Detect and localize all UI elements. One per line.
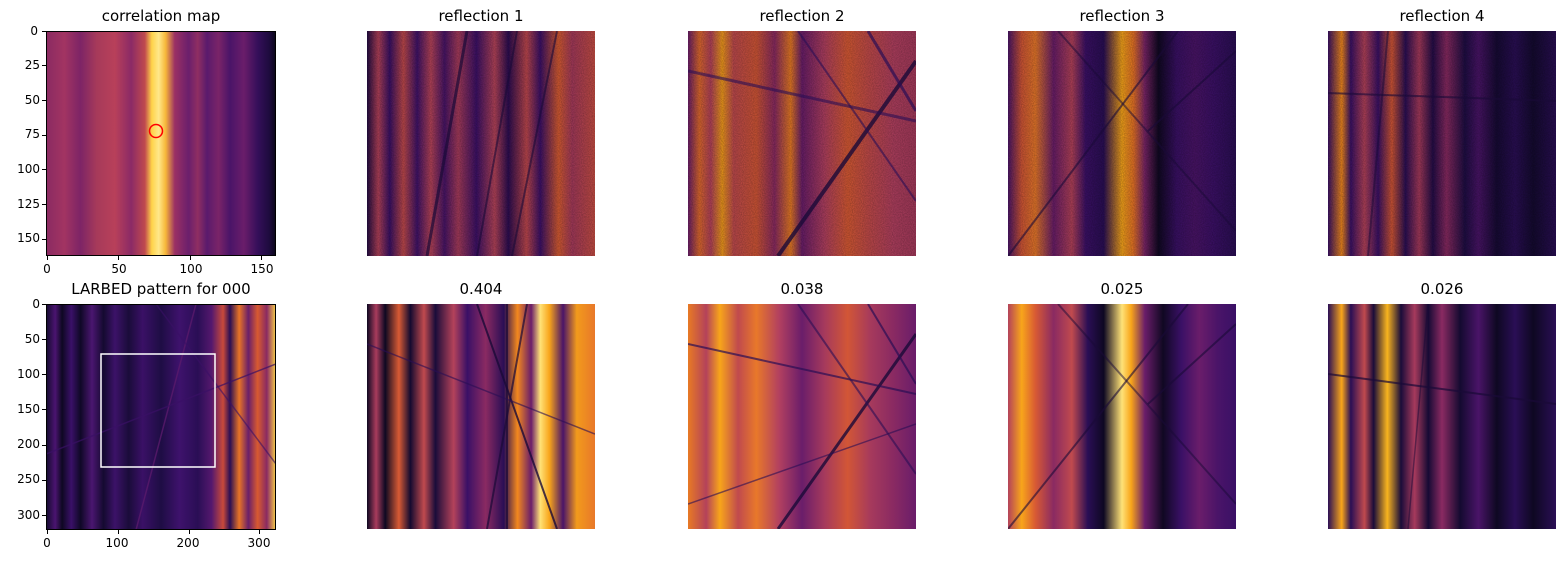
corr-ytick-25: 25 [24,58,40,72]
larbed-ytick-150: 150 [17,402,40,416]
corr-ytick-100: 100 [17,162,40,176]
larbed-xtick-200: 200 [176,536,200,550]
simulated-reflection-3-image [1008,304,1236,529]
larbed-xtick-300: 300 [247,536,271,550]
larbed-ytick-250: 250 [17,472,40,486]
larbed-roi-box [100,353,216,468]
reflection-1-title: reflection 1 [438,7,524,25]
corr-ytick-150: 150 [17,231,40,245]
corr-ytick-75: 75 [24,127,40,141]
larbed-xtick-100: 100 [105,536,129,550]
reflection-2-image [688,31,916,256]
simulated-reflection-4-image [1328,304,1556,529]
corr-ytick-125: 125 [17,197,40,211]
simulated-reflection-1-image [367,304,595,529]
larbed-pattern-image [46,304,276,530]
corr-xtick-150: 150 [250,262,274,276]
simulated-reflection-3-score: 0.025 [1100,280,1144,298]
simulated-reflection-2-image [688,304,916,529]
larbed-ytick-200: 200 [17,437,40,451]
corr-ytick-0: 0 [30,24,38,38]
correlation-map-image [46,31,276,256]
corr-xtick-50: 50 [111,262,127,276]
reflection-3-title: reflection 3 [1079,7,1165,25]
reflection-4-image [1328,31,1556,256]
larbed-pattern-title: LARBED pattern for 000 [71,280,251,298]
reflection-4-title: reflection 4 [1399,7,1485,25]
larbed-xtick-0: 0 [43,536,51,550]
corr-xtick-0: 0 [43,262,51,276]
reflection-3-image [1008,31,1236,256]
simulated-reflection-4-score: 0.026 [1420,280,1464,298]
corr-ytick-50: 50 [24,93,40,107]
correlation-map-title: correlation map [101,7,221,25]
corr-xtick-100: 100 [179,262,203,276]
larbed-ytick-100: 100 [17,367,40,381]
simulated-reflection-1-score: 0.404 [459,280,503,298]
larbed-ytick-50: 50 [24,332,40,346]
simulated-reflection-2-score: 0.038 [780,280,824,298]
larbed-ytick-300: 300 [17,508,40,522]
larbed-ytick-0: 0 [32,297,40,311]
reflection-2-title: reflection 2 [759,7,845,25]
reflection-1-image [367,31,595,256]
correlation-peak-marker [148,123,164,139]
